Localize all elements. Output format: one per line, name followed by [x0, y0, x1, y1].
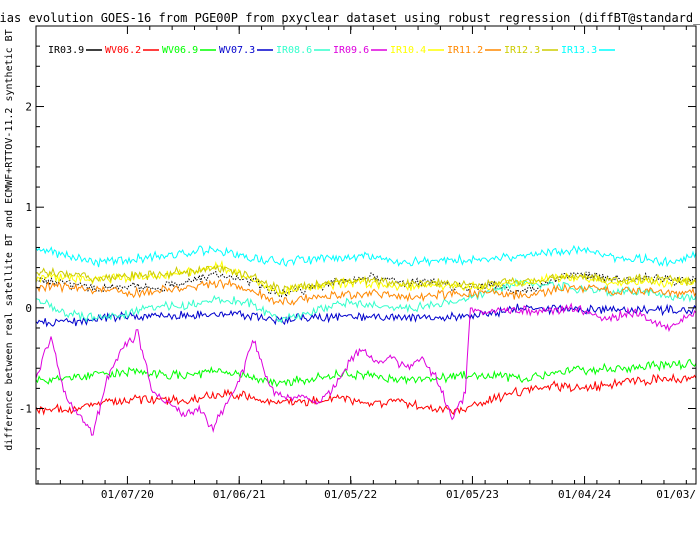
legend-label-ir09-6: IR09.6 [333, 45, 369, 56]
legend-label-ir11-2: IR11.2 [447, 45, 483, 56]
series-line-ir12-3 [35, 264, 697, 295]
series-line-wv06-9 [35, 358, 697, 388]
y-axis-label: difference between real satellite BT and… [4, 29, 15, 450]
legend-label-ir10-4: IR10.4 [390, 45, 426, 56]
axes: -1 0 1 2 01/07/20 01/06/21 01/05/22 01/05/23 01/… [19, 26, 697, 501]
chart-title: Bias evolution GOES-16 from PGE00P from … [0, 11, 700, 25]
legend-label-ir13-3: IR13.3 [561, 45, 597, 56]
y-tick-label: -1 [19, 403, 32, 416]
y-tick-label: 2 [25, 101, 32, 114]
series-line-wv07-3 [35, 303, 697, 328]
y-tick-label: 0 [25, 302, 32, 315]
x-tick-label: 01/05/23 [446, 488, 499, 501]
x-tick-label: 01/03/ [656, 488, 696, 501]
series-group [35, 244, 697, 436]
series-line-ir09-6 [35, 302, 697, 436]
series-line-ir03-9 [35, 270, 697, 298]
x-tick-label: 01/05/22 [324, 488, 377, 501]
series-line-ir08-6 [35, 277, 697, 324]
legend-label-wv06-9: WV06.9 [162, 45, 198, 56]
plot-frame [35, 25, 697, 485]
y-tick-label: 1 [25, 201, 32, 214]
series-line-ir11-2 [35, 278, 697, 306]
x-tick-label: 01/04/24 [558, 488, 611, 501]
legend-label-ir03-9: IR03.9 [48, 45, 84, 56]
legend-label-ir08-6: IR08.6 [276, 45, 312, 56]
series-line-ir13-3 [35, 244, 697, 268]
x-tick-label: 01/07/20 [101, 488, 154, 501]
legend-label-ir12-3: IR12.3 [504, 45, 540, 56]
legend-label-wv06-2: WV06.2 [105, 45, 141, 56]
x-tick-label: 01/06/21 [213, 488, 266, 501]
legend: IR03.9 WV06.2 WV06.9 WV07.3 IR08.6 IR09.6 IR10… [48, 45, 615, 56]
legend-label-wv07-3: WV07.3 [219, 45, 255, 56]
series-line-wv06-2 [35, 372, 697, 416]
